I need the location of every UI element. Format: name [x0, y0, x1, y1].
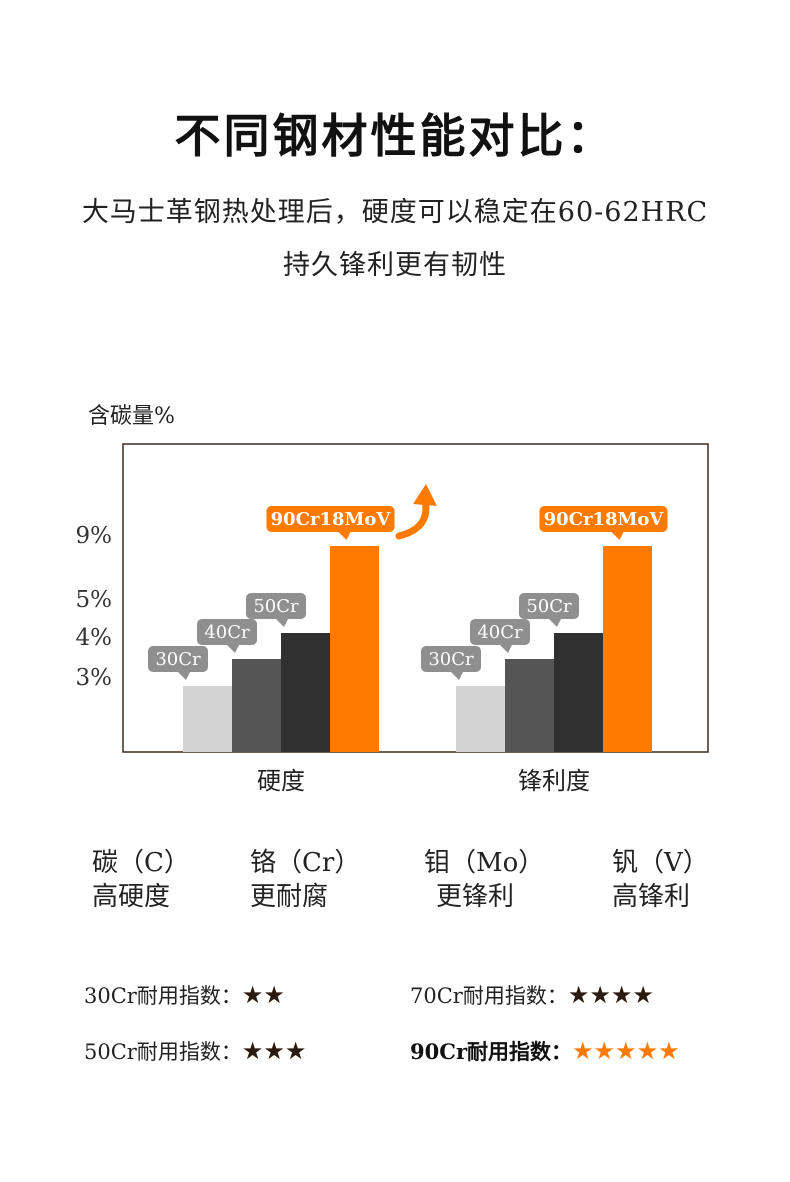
durability-label: 50Cr耐用指数：	[84, 1040, 242, 1064]
x-tick-label: 锋利度	[518, 767, 590, 795]
callout-pointer	[178, 672, 190, 680]
data-label: 90Cr18MoV	[271, 509, 392, 530]
bar-50cr	[554, 633, 603, 752]
data-label: 40Cr	[204, 622, 250, 643]
star-rating-icon: ★★★★★	[572, 1037, 680, 1065]
star-rating-icon: ★★★	[241, 1037, 307, 1065]
durability-90cr: 90Cr耐用指数： ★★★★★	[410, 1036, 680, 1066]
durability-label: 70Cr耐用指数：	[410, 984, 568, 1008]
durability-70cr: 70Cr耐用指数： ★★★★	[410, 980, 654, 1010]
durability-30cr: 30Cr耐用指数： ★★	[84, 980, 285, 1010]
trend-arrow-head-icon	[413, 484, 437, 506]
callout-bubble	[148, 646, 208, 672]
bar-50cr	[281, 633, 330, 752]
bar-40cr	[232, 659, 281, 752]
callout-bubble	[470, 619, 530, 645]
bar-30cr	[456, 686, 505, 752]
y-tick-label: 4%	[76, 625, 113, 651]
callout-pointer	[451, 672, 463, 680]
element-name: 碳（C）	[92, 848, 190, 878]
y-tick-label: 5%	[76, 587, 113, 613]
bar-90cr18mov	[330, 546, 379, 752]
callout-bubble	[246, 593, 306, 619]
callout-bubble	[519, 593, 579, 619]
star-rating-icon: ★★	[241, 981, 285, 1009]
callout-pointer	[549, 619, 561, 627]
bar-30cr	[183, 686, 232, 752]
page-title: 不同钢材性能对比：	[174, 109, 616, 163]
callout-pointer	[338, 532, 351, 540]
bar-90cr18mov	[603, 546, 652, 752]
durability-label: 90Cr耐用指数：	[410, 1039, 573, 1064]
durability-label: 30Cr耐用指数：	[84, 984, 242, 1008]
subtitle-line-2: 持久锋利更有韧性	[283, 250, 507, 281]
callout-bubble	[539, 506, 668, 532]
data-label: 50Cr	[253, 596, 299, 617]
data-label: 30Cr	[155, 649, 201, 670]
callout-bubble	[421, 646, 481, 672]
data-label: 50Cr	[526, 596, 572, 617]
trend-arrow-icon	[395, 496, 430, 540]
callout-bubble	[266, 506, 395, 532]
data-label: 40Cr	[477, 622, 523, 643]
y-tick-label: 3%	[76, 665, 113, 691]
y-axis-label: 含碳量%	[88, 404, 175, 429]
callout-pointer	[276, 619, 288, 627]
subtitle-line-1: 大马士革钢热处理后，硬度可以稳定在60-62HRC	[81, 197, 709, 228]
callout-bubble	[197, 619, 257, 645]
element-name: 钒（V）	[612, 848, 709, 878]
durability-50cr: 50Cr耐用指数： ★★★	[84, 1036, 306, 1066]
plot-frame	[122, 443, 709, 753]
data-label: 30Cr	[428, 649, 474, 670]
element-name: 钼（Mo）	[424, 848, 545, 878]
element-molybdenum: 钼（Mo） 更锋利	[424, 846, 544, 914]
element-desc: 高硬度	[92, 882, 171, 912]
callout-pointer	[500, 645, 512, 653]
element-carbon: 碳（C） 高硬度	[92, 846, 190, 914]
star-rating-icon: ★★★★	[567, 981, 654, 1009]
element-vanadium: 钒（V） 高锋利	[612, 846, 709, 914]
callout-pointer	[227, 645, 239, 653]
carbon-content-chart: 含碳量%3%4%5%9%30Cr40Cr50Cr90Cr18MoV硬度30Cr4…	[76, 404, 709, 795]
element-name: 铬（Cr）	[250, 848, 361, 878]
element-chromium: 铬（Cr） 更耐腐	[250, 846, 360, 914]
bar-40cr	[505, 659, 554, 752]
x-tick-label: 硬度	[257, 767, 305, 795]
element-desc: 更锋利	[436, 882, 515, 912]
y-tick-label: 9%	[76, 523, 113, 549]
data-label: 90Cr18MoV	[544, 509, 665, 530]
element-desc: 高锋利	[612, 882, 691, 912]
callout-pointer	[611, 532, 624, 540]
element-desc: 更耐腐	[250, 882, 329, 912]
